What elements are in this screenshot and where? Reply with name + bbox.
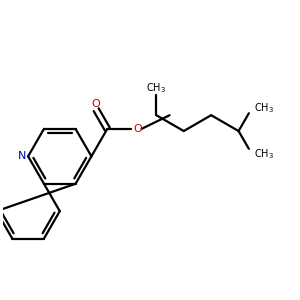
Text: CH$_3$: CH$_3$ <box>146 81 166 95</box>
Text: CH$_3$: CH$_3$ <box>254 102 274 116</box>
Text: CH$_3$: CH$_3$ <box>254 147 274 160</box>
Text: N: N <box>18 151 27 161</box>
Text: O: O <box>92 99 100 109</box>
Text: O: O <box>134 124 142 134</box>
